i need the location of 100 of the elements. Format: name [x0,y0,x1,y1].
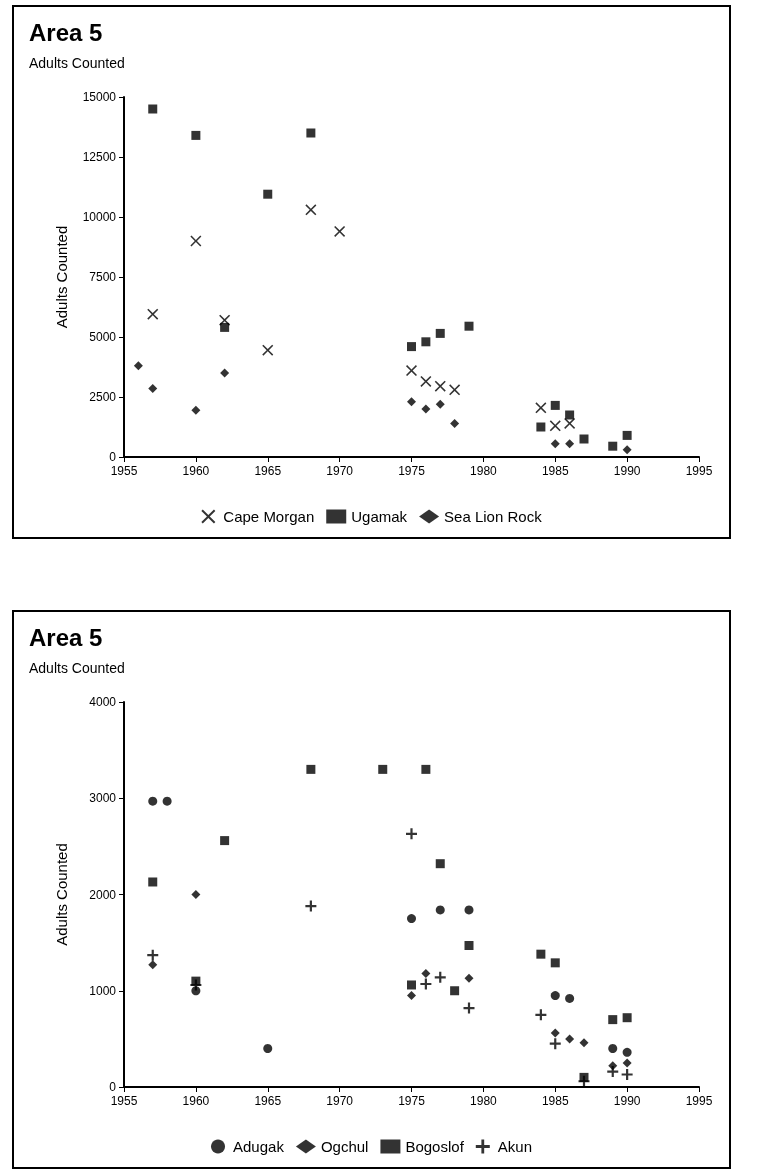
point [435,328,445,338]
point [162,796,172,806]
point [622,1047,632,1057]
point [622,445,632,455]
x-tick-label: 1995 [685,464,713,478]
chart-subtitle: Adults Counted [29,55,125,71]
point [406,365,417,377]
legend-label: Akun [497,1138,532,1155]
y-tick-label: 7500 [89,270,117,284]
point [536,422,546,432]
y-axis-title: Adults Counted [53,225,70,329]
point [565,993,575,1003]
x-tick-label: 1995 [685,1094,713,1108]
x-tick-label: 1970 [326,464,354,478]
y-tick-label: 5000 [89,330,117,344]
point [550,439,560,449]
point [263,189,273,199]
y-tick-label: 3000 [89,791,117,806]
point [608,1015,618,1025]
y-axis-title: Adults Counted [53,843,70,946]
chart-title: Area 5 [29,18,103,46]
y-tick-label: 0 [109,1080,117,1094]
point [535,402,547,414]
point [263,1044,273,1053]
point [435,399,445,409]
point [220,836,230,846]
point [407,980,416,990]
point [565,1034,575,1044]
point [420,375,432,387]
point [306,128,316,138]
x-tick-label: 1965 [254,464,282,478]
point [549,1038,561,1050]
point [535,1009,547,1021]
point [334,225,346,237]
point [450,986,460,996]
point [191,405,201,415]
point [191,890,201,899]
point [608,441,618,451]
point [464,973,474,983]
point [147,308,159,320]
point [435,905,445,915]
point [463,1002,475,1014]
point [550,1028,560,1038]
point [407,914,416,924]
y-tick-label: 12500 [82,150,117,164]
point [550,400,560,410]
y-tick-label: 2000 [89,887,117,902]
y-tick-label: 15000 [82,90,117,104]
point [305,204,317,216]
legend-label: Cape Morgan [223,508,315,525]
chart-title: Area 5 [29,623,103,651]
point [421,968,431,978]
point [579,1038,589,1048]
point [190,235,202,247]
point [420,978,432,990]
y-tick-label: 0 [109,450,117,464]
x-tick-label: 1960 [182,464,210,478]
y-tick-label: 10000 [82,210,117,224]
point [434,971,446,983]
point [421,764,431,774]
point [565,410,575,420]
point [435,859,445,869]
point [220,368,230,378]
point [148,877,158,887]
y-tick-label: 4000 [89,695,117,709]
point [147,949,159,961]
point [607,1066,619,1078]
point [464,321,474,331]
point [464,941,474,951]
x-tick-label: 1975 [398,464,426,478]
point [407,991,416,1001]
point [450,418,460,428]
point [608,1044,618,1053]
x-tick-label: 1970 [326,1094,354,1108]
x-tick-label: 1955 [110,1094,138,1108]
x-tick-label: 1975 [398,1094,426,1108]
point [622,1013,632,1023]
point [220,322,230,332]
legend-label: Ogchul [320,1138,369,1155]
point [133,361,143,371]
point [306,764,316,774]
point [190,979,202,991]
legend-label: Adugak [233,1138,285,1155]
x-tick-label: 1990 [613,1094,641,1108]
x-tick-label: 1980 [470,1094,498,1108]
point [378,764,388,774]
point [550,958,560,968]
x-tick-label: 1980 [470,464,498,478]
point [622,1058,632,1068]
legend-label: Bogoslof [405,1138,465,1155]
point [148,384,158,394]
point [406,828,417,840]
point [148,960,158,970]
legend-label: Sea Lion Rock [444,508,543,525]
point [407,342,416,352]
x-tick-label: 1955 [110,464,138,478]
point [262,344,274,356]
legend-label: Ugamak [351,508,408,525]
x-tick-label: 1985 [541,464,569,478]
point [421,337,431,347]
